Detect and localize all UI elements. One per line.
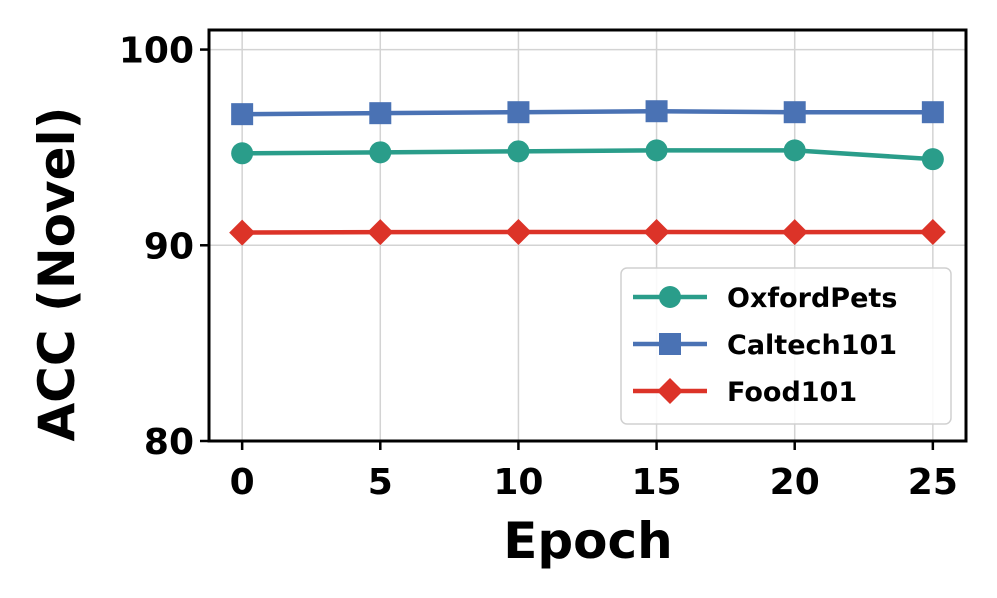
data-point-Caltech101-2: [507, 101, 530, 124]
data-point-Food101-1: [367, 219, 394, 246]
x-tick-label-0: 0: [230, 462, 255, 503]
data-point-Food101-4: [781, 219, 808, 246]
data-point-OxfordPets-2: [507, 140, 530, 163]
x-tick-label-1: 5: [368, 462, 393, 503]
data-point-Caltech101-3: [645, 100, 668, 123]
y-axis-title: ACC (Novel): [28, 106, 86, 441]
data-point-Food101-3: [643, 218, 670, 245]
legend-label-Food101: Food101: [727, 377, 857, 408]
y-tick-label-1: 90: [144, 226, 194, 267]
plot-frame: [207, 28, 968, 443]
data-point-Food101-0: [229, 219, 256, 246]
data-point-Caltech101-1: [369, 102, 392, 125]
x-tick-label-5: 25: [908, 462, 958, 503]
series-line-Caltech101: [242, 108, 933, 117]
series-Caltech101: [231, 100, 944, 126]
legend-marker-OxfordPets: [659, 286, 681, 308]
data-point-OxfordPets-5: [921, 148, 944, 171]
data-point-OxfordPets-3: [645, 139, 668, 162]
series-layer: [229, 100, 946, 246]
data-point-OxfordPets-0: [231, 142, 254, 165]
series-line-OxfordPets: [242, 148, 933, 162]
x-tick-label-2: 10: [493, 462, 543, 503]
y-tick-label-2: 100: [119, 31, 194, 72]
legend-box: [620, 267, 952, 425]
data-point-OxfordPets-4: [783, 139, 806, 162]
legend-label-OxfordPets: OxfordPets: [727, 283, 897, 314]
plot-border: [207, 28, 968, 443]
legend-marker-Caltech101: [659, 333, 681, 355]
series-Food101: [229, 218, 946, 246]
data-point-Food101-5: [919, 218, 946, 245]
x-tick-label-3: 15: [632, 462, 682, 503]
data-point-Caltech101-4: [783, 101, 806, 124]
data-point-OxfordPets-1: [369, 141, 392, 164]
y-tick-label-0: 80: [144, 422, 194, 463]
legend-label-Caltech101: Caltech101: [727, 330, 897, 361]
series-line-Food101: [242, 229, 933, 235]
legend: OxfordPets Caltech101 Food101: [620, 267, 952, 425]
x-tick-label-4: 20: [770, 462, 820, 503]
data-point-Caltech101-0: [231, 103, 254, 126]
series-OxfordPets: [231, 139, 944, 171]
legend-marker-Food101: [657, 378, 683, 404]
data-point-Caltech101-5: [921, 101, 944, 124]
x-axis-title: Epoch: [503, 512, 673, 570]
data-point-Food101-2: [505, 218, 532, 245]
axis-ticks: 0 5 10 15 20 25 80 90 100: [119, 31, 958, 503]
